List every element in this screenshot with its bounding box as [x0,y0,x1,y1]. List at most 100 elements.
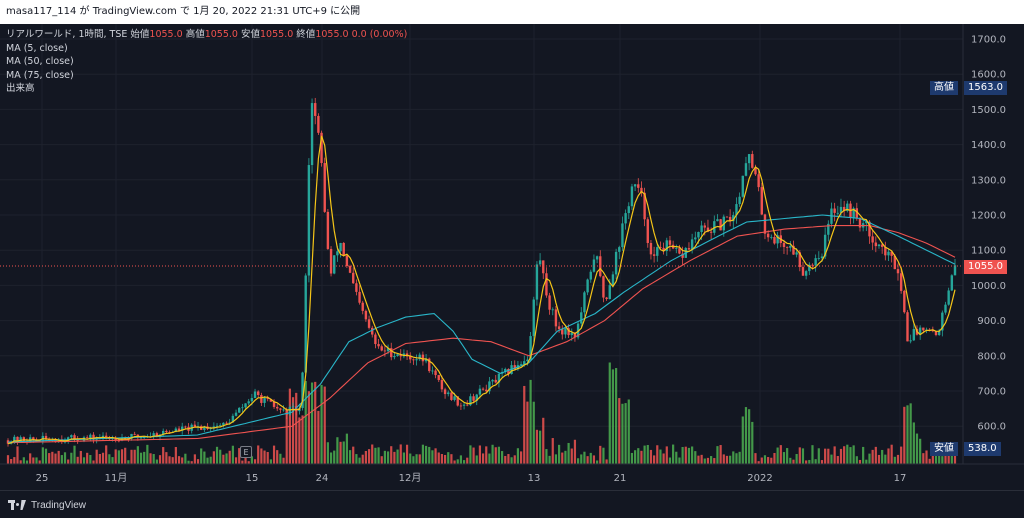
candle-body [526,359,529,362]
volume-bar [187,460,190,464]
last-price-tag: 1055.0 [964,260,1007,274]
legend-ma5[interactable]: MA (5, close) [6,42,68,54]
volume-bar [798,447,801,464]
volume-bar [136,446,139,464]
candle-body [304,275,307,373]
volume-bar [744,407,748,464]
volume-bar [92,460,95,464]
high-tag-label: 高値 [930,81,958,95]
candle-body [532,299,535,337]
volume-bar [57,450,60,464]
volume-bar [89,455,92,464]
candle-body [608,285,611,300]
candle-body [168,432,171,433]
volume-bar [653,455,656,464]
legend-change: 0.0 (0.00%) [351,29,408,40]
volume-bar [409,453,412,464]
volume-bar [583,451,586,464]
volume-bar [462,460,466,464]
tradingview-logo[interactable]: TradingView [8,498,86,512]
volume-bar [881,449,884,464]
volume-bar [162,447,165,464]
volume-bar [681,446,684,464]
candle-body [447,392,450,395]
price-tick-label: 1000.0 [971,281,1006,292]
volume-bar [348,450,352,464]
legend-ma75[interactable]: MA (75, close) [6,69,74,81]
volume-bar [580,454,583,464]
candle-body [253,391,257,398]
volume-bar [833,446,836,464]
volume-bar [73,445,76,464]
candle-body [903,290,906,313]
volume-bar [48,453,51,464]
candle-body [561,329,564,335]
volume-bar [390,446,393,464]
time-tick-label: 13 [528,473,541,484]
volume-bar [561,452,564,464]
legend: リアルワールド, 1時間, TSE 始値1055.0 高値1055.0 安値10… [6,28,407,96]
earnings-event-marker[interactable]: E [240,446,252,458]
candle-body [386,348,390,352]
volume-bar [906,405,909,464]
candle-body [846,203,849,211]
legend-ma50[interactable]: MA (50, close) [6,56,74,67]
high-price-tag: 1563.0 [964,81,1007,95]
volume-bar [6,455,10,464]
volume-bar [497,446,501,464]
volume-bar [716,446,719,464]
candle-body [735,204,738,216]
volume-bar [399,444,402,464]
volume-bar [931,449,934,464]
candle-body [624,213,627,224]
volume-bar [260,448,263,464]
volume-bar [38,460,41,464]
volume-bar [757,461,760,464]
volume-bar [295,392,298,464]
candle-body [656,247,659,256]
volume-bar [190,461,193,464]
volume-bar [703,458,706,464]
volume-bar [805,460,808,464]
footer: TradingView [0,490,1024,518]
volume-bar [877,454,881,464]
volume-bar [925,450,928,464]
volume-bar [535,429,539,464]
volume-bar [329,452,333,464]
volume-bar [383,450,386,464]
chart-area[interactable]: 600.0 700.0 800.0 900.0 1000.0 1100.0 1200.0 13… [0,24,1024,490]
candle-body [272,401,276,407]
candle-body [906,312,909,342]
candle-body [70,435,73,438]
volume-bar [691,446,694,464]
volume-bar [108,454,111,464]
candle-body [874,242,878,247]
volume-bar [836,455,839,464]
volume-bar [564,450,567,464]
volume-bar [713,458,716,464]
candle-body [922,327,925,331]
candle-body [754,167,757,175]
volume-bar [174,447,177,464]
volume-bar [155,459,158,464]
price-tick-label: 1700.0 [971,35,1006,46]
price-tick-label: 900.0 [977,316,1006,327]
candle-body [421,354,425,362]
candle-body [104,435,108,438]
candle-body [193,424,197,427]
volume-bar [352,446,355,464]
volume-bar [538,430,542,464]
candle-body [855,208,859,218]
candle-body [633,184,637,187]
candle-body [519,364,523,366]
volume-bar [371,444,374,464]
candle-body [374,334,377,345]
candle-body [700,225,703,233]
volume-bar [263,450,266,464]
legend-volume[interactable]: 出来高 [6,83,35,94]
volume-bar [668,457,672,464]
candle-body [589,271,592,280]
candle-body [595,256,599,260]
volume-bar [181,457,184,464]
volume-bar [304,381,307,464]
